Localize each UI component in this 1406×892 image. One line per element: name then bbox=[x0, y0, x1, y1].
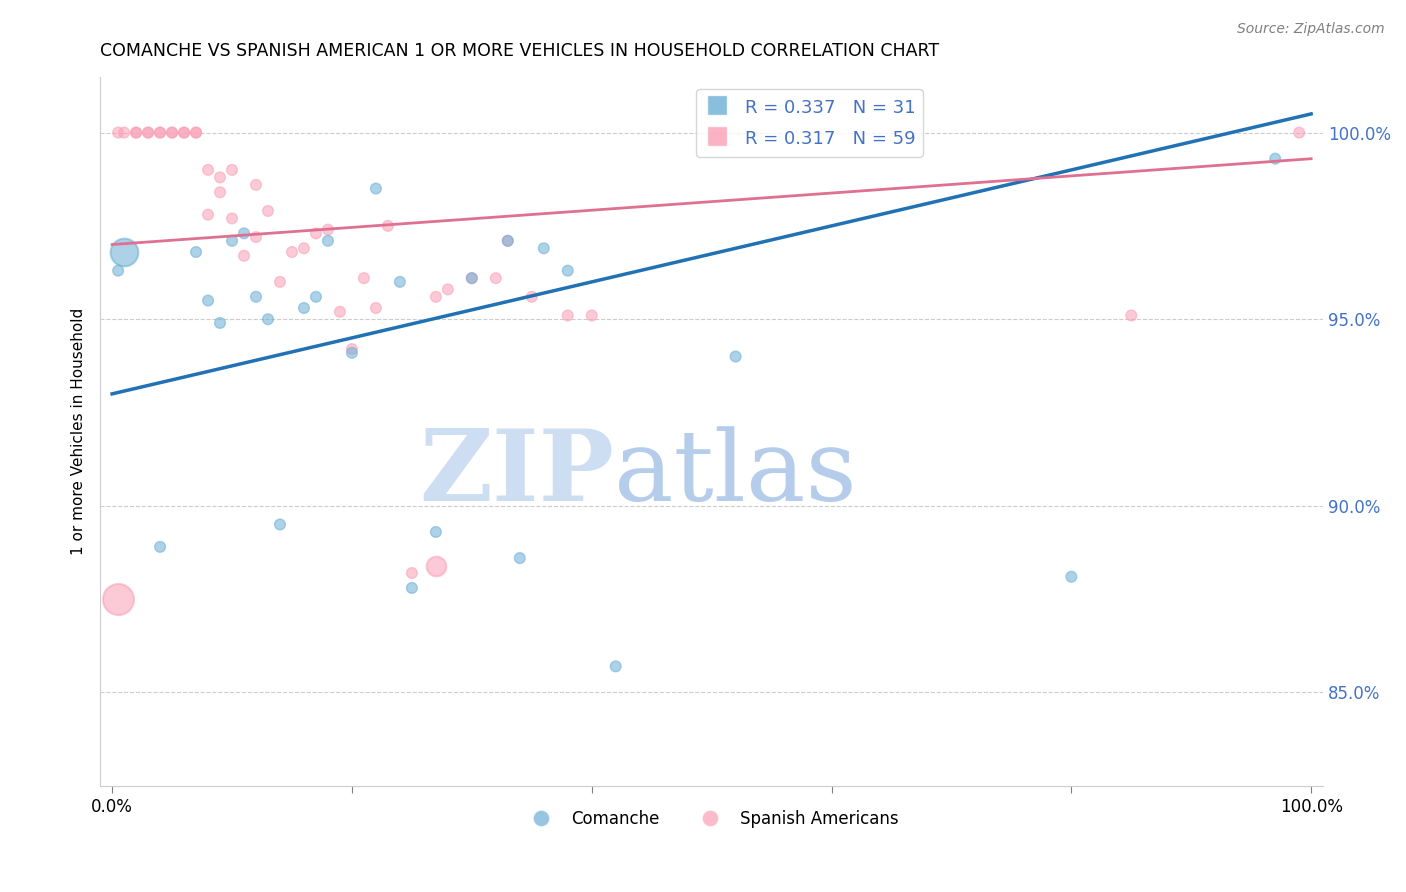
Point bbox=[149, 126, 172, 140]
Point bbox=[353, 271, 375, 285]
Point bbox=[605, 659, 627, 673]
Point bbox=[292, 301, 315, 315]
Point bbox=[269, 275, 291, 289]
Point bbox=[112, 126, 135, 140]
Point bbox=[292, 241, 315, 255]
Point bbox=[197, 162, 219, 177]
Point bbox=[496, 234, 519, 248]
Point bbox=[329, 304, 352, 318]
Point bbox=[305, 227, 328, 241]
Point bbox=[173, 126, 195, 140]
Point bbox=[520, 290, 543, 304]
Point bbox=[107, 592, 129, 607]
Point bbox=[1288, 126, 1310, 140]
Point bbox=[425, 524, 447, 539]
Text: ZIP: ZIP bbox=[419, 425, 614, 522]
Point bbox=[496, 234, 519, 248]
Point bbox=[125, 126, 148, 140]
Point bbox=[269, 517, 291, 532]
Point bbox=[401, 566, 423, 580]
Point bbox=[1264, 152, 1286, 166]
Point bbox=[581, 309, 603, 323]
Point bbox=[557, 263, 579, 277]
Point bbox=[425, 558, 447, 573]
Point bbox=[461, 271, 484, 285]
Point bbox=[340, 346, 363, 360]
Point bbox=[509, 551, 531, 566]
Point bbox=[364, 301, 387, 315]
Point bbox=[485, 271, 508, 285]
Point bbox=[149, 540, 172, 554]
Point bbox=[208, 316, 231, 330]
Point bbox=[136, 126, 159, 140]
Text: atlas: atlas bbox=[614, 425, 856, 522]
Point bbox=[281, 245, 304, 260]
Point bbox=[533, 241, 555, 255]
Point bbox=[377, 219, 399, 233]
Point bbox=[160, 126, 183, 140]
Point bbox=[388, 275, 411, 289]
Point bbox=[221, 234, 243, 248]
Point bbox=[461, 271, 484, 285]
Point bbox=[401, 581, 423, 595]
Point bbox=[305, 290, 328, 304]
Point bbox=[233, 227, 256, 241]
Legend: Comanche, Spanish Americans: Comanche, Spanish Americans bbox=[519, 803, 905, 834]
Point bbox=[233, 249, 256, 263]
Point bbox=[724, 350, 747, 364]
Point bbox=[316, 234, 339, 248]
Text: Source: ZipAtlas.com: Source: ZipAtlas.com bbox=[1237, 22, 1385, 37]
Point bbox=[1060, 570, 1083, 584]
Point bbox=[107, 126, 129, 140]
Point bbox=[184, 245, 207, 260]
Point bbox=[112, 245, 135, 260]
Point bbox=[1121, 309, 1143, 323]
Point bbox=[425, 290, 447, 304]
Point bbox=[160, 126, 183, 140]
Point bbox=[173, 126, 195, 140]
Point bbox=[364, 181, 387, 195]
Point bbox=[221, 162, 243, 177]
Point bbox=[257, 312, 280, 326]
Point bbox=[208, 170, 231, 185]
Point bbox=[257, 204, 280, 219]
Y-axis label: 1 or more Vehicles in Household: 1 or more Vehicles in Household bbox=[72, 308, 86, 555]
Point bbox=[136, 126, 159, 140]
Point bbox=[437, 282, 460, 296]
Point bbox=[557, 309, 579, 323]
Point bbox=[184, 126, 207, 140]
Point bbox=[245, 230, 267, 244]
Point bbox=[245, 178, 267, 192]
Point bbox=[245, 290, 267, 304]
Point bbox=[107, 263, 129, 277]
Point bbox=[125, 126, 148, 140]
Text: COMANCHE VS SPANISH AMERICAN 1 OR MORE VEHICLES IN HOUSEHOLD CORRELATION CHART: COMANCHE VS SPANISH AMERICAN 1 OR MORE V… bbox=[100, 42, 939, 60]
Point bbox=[340, 342, 363, 356]
Point bbox=[208, 186, 231, 200]
Point bbox=[316, 222, 339, 236]
Point bbox=[221, 211, 243, 226]
Point bbox=[197, 293, 219, 308]
Point bbox=[197, 208, 219, 222]
Point bbox=[149, 126, 172, 140]
Point bbox=[184, 126, 207, 140]
